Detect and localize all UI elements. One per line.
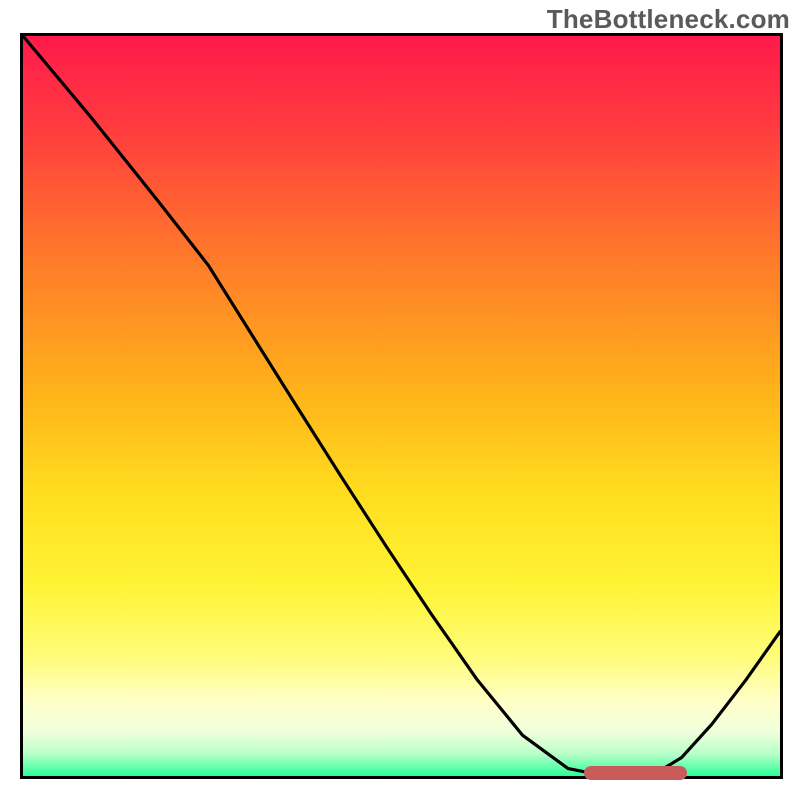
bottleneck-curve (23, 36, 780, 776)
optimal-marker (584, 766, 687, 780)
curve-svg (23, 36, 780, 776)
plot-area (20, 33, 783, 779)
watermark-text: TheBottleneck.com (547, 4, 790, 35)
